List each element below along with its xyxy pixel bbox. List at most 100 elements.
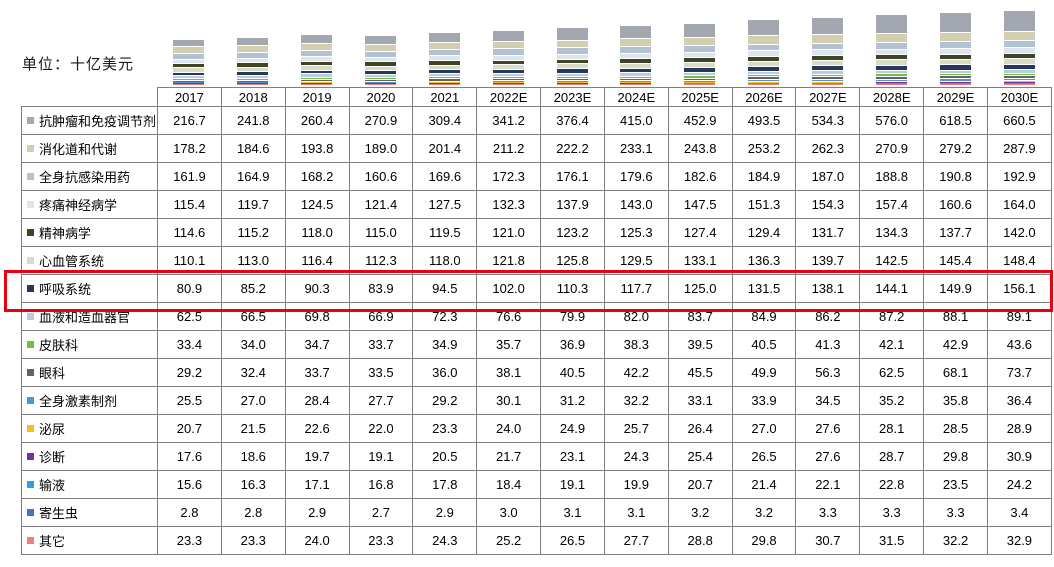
value-cell: 82.0 (603, 302, 669, 331)
bar-segment (173, 79, 205, 81)
value-cell: 117.7 (603, 274, 669, 303)
bar-segment (301, 35, 333, 44)
value-cell: 131.5 (731, 274, 797, 303)
bar-segment (237, 83, 269, 84)
year-header-cell: 2020 (348, 87, 414, 107)
value-cell: 133.1 (667, 246, 733, 275)
value-cell: 137.7 (923, 218, 988, 247)
value-cell: 27.6 (795, 414, 861, 443)
value-cell: 29.2 (157, 358, 222, 387)
value-cell: 56.3 (795, 358, 861, 387)
value-cell: 33.1 (667, 386, 733, 415)
bar-2020 (349, 0, 413, 85)
category-label: 消化道和代谢 (39, 142, 118, 157)
bar-segment (428, 65, 460, 70)
bar-segment (1003, 31, 1035, 41)
value-cell: 121.0 (476, 218, 542, 247)
bar-segment (748, 81, 780, 83)
year-header-cell: 2018 (220, 87, 286, 107)
bar-segment (620, 47, 652, 53)
legend-swatch-icon (27, 537, 34, 544)
value-cell: 151.3 (731, 190, 797, 219)
legend-swatch-icon (27, 201, 34, 208)
value-cell: 24.2 (986, 470, 1052, 499)
value-cell: 62.5 (859, 358, 925, 387)
bar-segment (492, 82, 524, 83)
bar-segment (939, 81, 971, 83)
bar-2019 (285, 0, 349, 85)
value-cell: 27.0 (220, 386, 286, 415)
category-label: 全身抗感染用药 (39, 170, 131, 185)
year-header-cell: 2026E (731, 87, 797, 107)
bar-segment (620, 83, 652, 85)
bar-segment (811, 81, 843, 83)
value-cell: 113.0 (220, 246, 286, 275)
table-row: 疼痛神经病学 115.4 119.7 124.5 121.4 127.5 132.3 137.… (21, 190, 1052, 219)
value-cell: 76.6 (476, 302, 542, 331)
value-cell: 187.0 (795, 162, 861, 191)
value-cell: 22.6 (284, 414, 350, 443)
year-header-cell: 2019 (284, 87, 350, 107)
bar-segment (1003, 10, 1035, 31)
value-cell: 35.2 (859, 386, 925, 415)
value-cell: 452.9 (667, 106, 733, 135)
bar-segment (364, 74, 396, 77)
value-cell: 24.0 (284, 526, 350, 555)
category-cell: 心血管系统 (21, 246, 158, 275)
bar-segment (620, 82, 652, 83)
value-cell: 125.8 (540, 246, 605, 275)
value-cell: 31.2 (540, 386, 605, 415)
value-cell: 3.0 (476, 498, 542, 527)
value-cell: 184.6 (220, 134, 286, 163)
value-cell: 131.7 (795, 218, 861, 247)
bar-segment (620, 82, 652, 84)
value-cell: 88.1 (923, 302, 988, 331)
bar-segment (556, 54, 588, 59)
value-cell: 136.3 (731, 246, 797, 275)
bar-segment (173, 83, 205, 84)
value-cell: 25.4 (667, 442, 733, 471)
category-label: 精神病学 (39, 226, 92, 241)
category-cell: 消化道和代谢 (21, 134, 158, 163)
value-cell: 28.5 (923, 414, 988, 443)
year-header-cell: 2030E (986, 87, 1052, 107)
value-cell: 79.9 (540, 302, 605, 331)
bar-segment (556, 28, 588, 40)
legend-swatch-icon (27, 257, 34, 264)
value-cell: 90.3 (284, 274, 350, 303)
bar-segment (620, 73, 652, 76)
bar-segment (492, 77, 524, 79)
bar-2024E (604, 0, 668, 85)
bar-segment (875, 70, 907, 74)
bar-segment (748, 83, 780, 85)
bar-segment (811, 82, 843, 84)
bar-segment (875, 74, 907, 76)
bar-segment (748, 71, 780, 75)
value-cell: 33.5 (348, 358, 414, 387)
bar-segment (556, 81, 588, 83)
year-header-row: 2017 2018 2019 2020 2021 2022E 2023E 2024E 2025E… (22, 87, 1052, 107)
value-cell: 25.7 (603, 414, 669, 443)
bar-segment (556, 73, 588, 76)
category-label: 抗肿瘤和免疫调节剂 (39, 114, 157, 129)
value-cell: 28.4 (284, 386, 350, 415)
value-cell: 17.6 (157, 442, 222, 471)
bar-segment (237, 82, 269, 84)
bar-segment (492, 82, 524, 84)
bar-segment (748, 61, 780, 66)
value-cell: 3.1 (603, 498, 669, 527)
bar-segment (173, 64, 205, 68)
value-cell: 190.8 (923, 162, 988, 191)
bar-segment (301, 66, 333, 70)
value-cell: 211.2 (476, 134, 542, 163)
table-row: 全身激素制剂 25.5 27.0 28.4 27.7 29.2 30.1 31.2 32.2 33… (21, 386, 1052, 415)
bar-segment (364, 62, 396, 66)
value-cell: 24.3 (603, 442, 669, 471)
table-row: 眼科 29.2 32.4 33.7 33.5 36.0 38.1 40.5 42.2 45.5 49… (21, 358, 1052, 387)
value-cell: 618.5 (923, 106, 988, 135)
bar-segment (875, 55, 907, 60)
value-cell: 83.7 (667, 302, 733, 331)
value-cell: 2.9 (284, 498, 350, 527)
bar-segment (939, 54, 971, 59)
value-cell: 534.3 (795, 106, 861, 135)
